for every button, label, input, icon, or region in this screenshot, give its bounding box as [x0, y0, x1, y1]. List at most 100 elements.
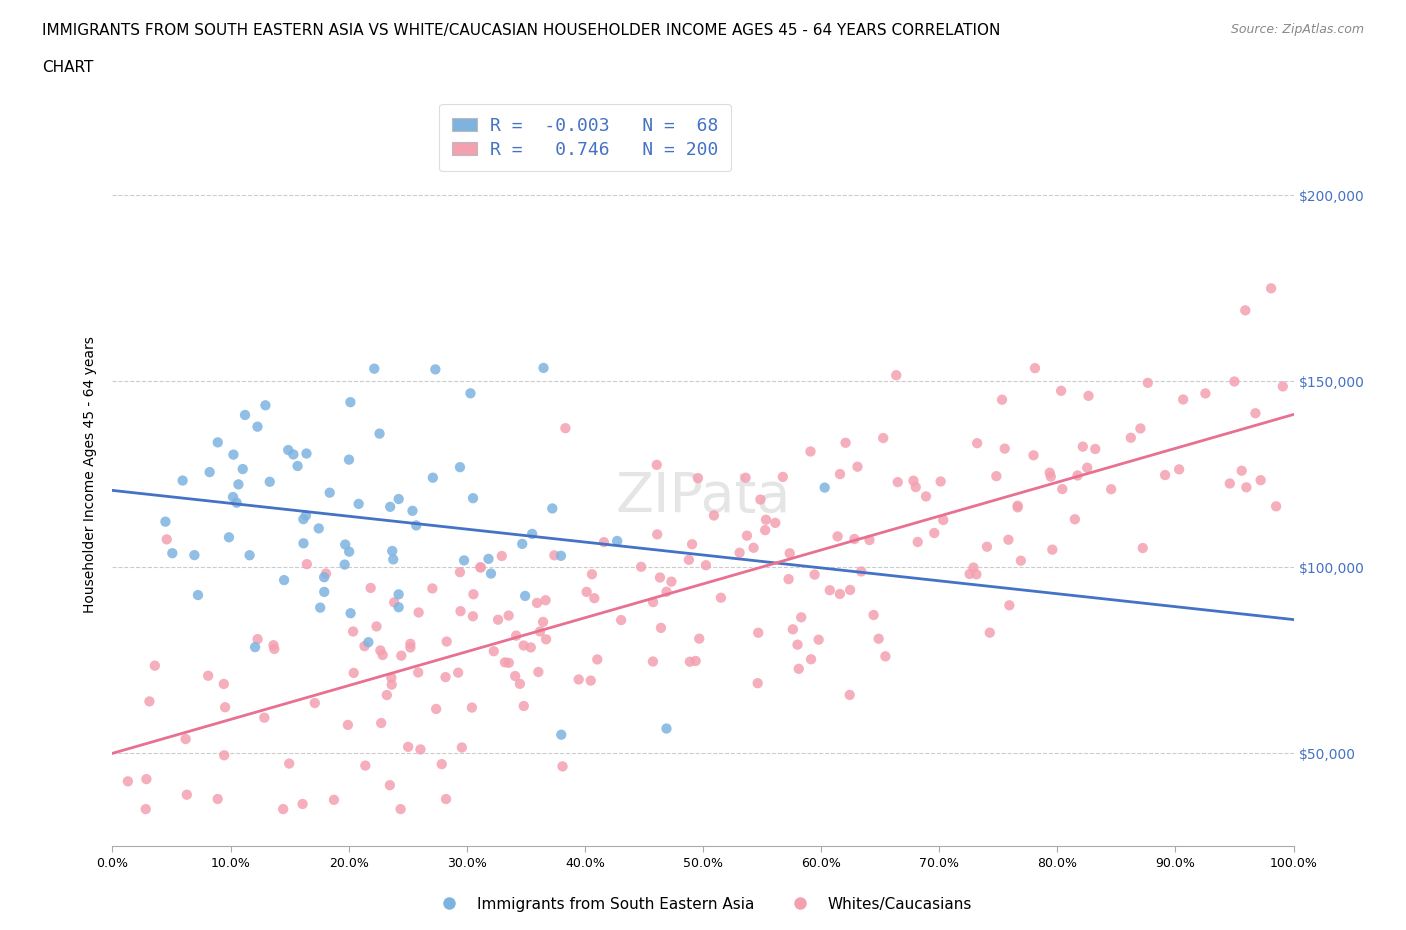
Point	[337, 452, 360, 467]
Point	[922, 525, 945, 540]
Point	[295, 508, 318, 523]
Point	[763, 515, 786, 530]
Point	[959, 566, 981, 581]
Point	[778, 572, 800, 587]
Point	[155, 514, 177, 529]
Point	[645, 527, 668, 542]
Point	[422, 581, 444, 596]
Point	[648, 570, 671, 585]
Point	[550, 549, 572, 564]
Point	[1052, 482, 1074, 497]
Point	[1039, 469, 1062, 484]
Point	[884, 367, 907, 382]
Point	[586, 652, 609, 667]
Point	[1250, 472, 1272, 487]
Point	[650, 620, 672, 635]
Text: ZIPata: ZIPata	[616, 470, 790, 524]
Point	[593, 535, 616, 550]
Point	[479, 566, 502, 581]
Point	[610, 613, 633, 628]
Point	[246, 631, 269, 646]
Point	[1099, 482, 1122, 497]
Point	[314, 570, 336, 585]
Point	[807, 632, 830, 647]
Point	[834, 435, 856, 450]
Point	[382, 595, 405, 610]
Point	[749, 492, 772, 507]
Point	[174, 732, 197, 747]
Point	[253, 711, 276, 725]
Point	[401, 503, 423, 518]
Point	[655, 721, 678, 736]
Point	[233, 407, 256, 422]
Point	[531, 615, 554, 630]
Point	[425, 701, 447, 716]
Point	[1076, 460, 1098, 475]
Point	[655, 584, 678, 599]
Point	[679, 655, 702, 670]
Point	[449, 459, 471, 474]
Point	[579, 673, 602, 688]
Point	[450, 740, 472, 755]
Point	[381, 543, 404, 558]
Point	[315, 566, 337, 581]
Point	[645, 458, 668, 472]
Point	[661, 574, 683, 589]
Point	[482, 644, 505, 658]
Point	[962, 560, 984, 575]
Point	[337, 544, 360, 559]
Point	[641, 594, 664, 609]
Point	[375, 687, 398, 702]
Point	[335, 537, 357, 551]
Text: Source: ZipAtlas.com: Source: ZipAtlas.com	[1230, 23, 1364, 36]
Point	[309, 600, 332, 615]
Point	[1234, 303, 1257, 318]
Point	[408, 605, 430, 620]
Point	[333, 557, 356, 572]
Point	[742, 540, 765, 555]
Point	[994, 441, 1017, 456]
Point	[449, 565, 471, 579]
Point	[754, 523, 776, 538]
Point	[800, 652, 823, 667]
Point	[436, 634, 458, 649]
Point	[1271, 379, 1294, 394]
Point	[1132, 540, 1154, 555]
Point	[554, 420, 576, 435]
Point	[218, 530, 240, 545]
Point	[838, 687, 860, 702]
Point	[862, 607, 884, 622]
Point	[430, 757, 453, 772]
Point	[246, 419, 269, 434]
Point	[728, 545, 751, 560]
Point	[735, 528, 758, 543]
Point	[314, 584, 336, 599]
Point	[366, 619, 388, 634]
Point	[318, 485, 340, 500]
Point	[263, 638, 285, 653]
Point	[292, 536, 315, 551]
Point	[966, 436, 988, 451]
Point	[782, 622, 804, 637]
Point	[541, 501, 564, 516]
Point	[695, 558, 717, 573]
Point	[342, 624, 364, 639]
Point	[1194, 386, 1216, 401]
Point	[1007, 498, 1029, 513]
Point	[450, 604, 472, 618]
Point	[291, 797, 314, 812]
Point	[323, 792, 346, 807]
Point	[207, 435, 229, 450]
Point	[868, 631, 890, 646]
Point	[510, 537, 533, 551]
Point	[434, 791, 457, 806]
Point	[747, 676, 769, 691]
Point	[1260, 281, 1282, 296]
Point	[388, 492, 411, 507]
Point	[755, 512, 778, 527]
Point	[533, 361, 555, 376]
Point	[222, 447, 245, 462]
Point	[347, 497, 370, 512]
Point	[998, 598, 1021, 613]
Point	[498, 656, 520, 671]
